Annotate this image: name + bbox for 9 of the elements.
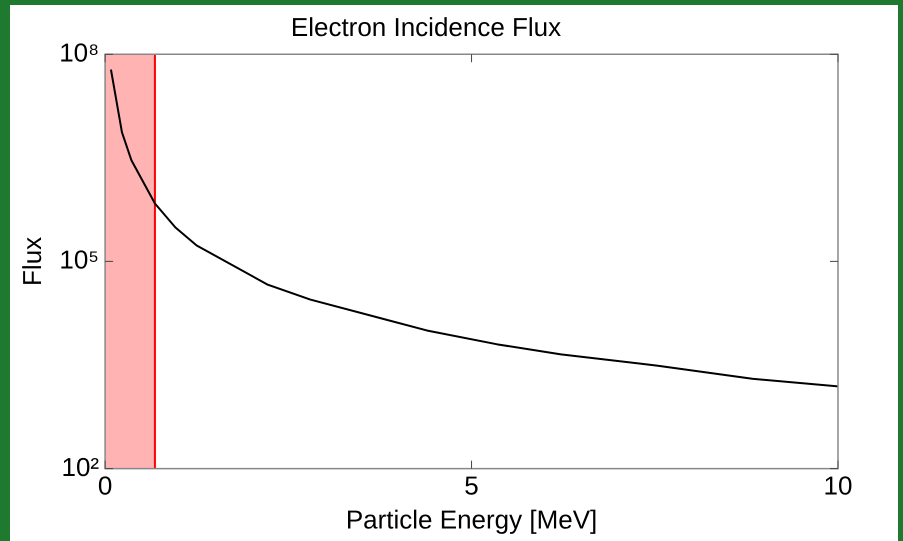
x-tick-label: 10: [824, 470, 852, 500]
y-tick-label: 10⁵: [59, 244, 100, 275]
x-tick-label: 5: [464, 470, 479, 500]
x-axis-title: Particle Energy [MeV]: [346, 504, 598, 535]
y-tick-label: 10⁸: [59, 37, 100, 68]
chart-title: Electron Incidence Flux: [290, 12, 562, 42]
y-tick-label: 10²: [62, 452, 100, 482]
y-axis-title: Flux: [16, 236, 47, 286]
x-tick-label: 0: [98, 470, 112, 500]
